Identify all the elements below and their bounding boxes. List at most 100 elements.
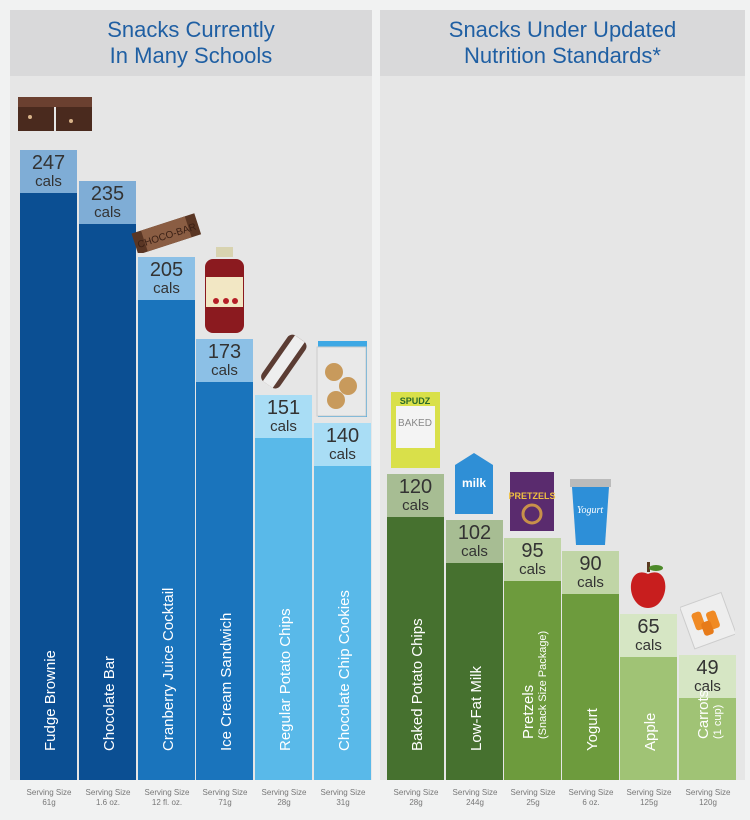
calorie-value: 140 [325, 425, 360, 447]
serving-size: Serving Size 28g [255, 788, 313, 808]
bar-low-fat-milk: 102 cals Low-Fat Milk [446, 519, 503, 780]
bar-cranberry-juice-cocktail: 205 cals Cranberry Juice Cocktail [138, 257, 195, 780]
serving-size: Serving Size 12 fl. oz. [138, 788, 196, 808]
juice-bottle-icon [202, 245, 247, 340]
title-line: Nutrition Standards* [464, 43, 661, 68]
category-label: Low-Fat Milk [468, 666, 485, 751]
serving-prefix: Serving Size [85, 788, 131, 797]
calorie-unit: cals [519, 560, 546, 578]
calorie-unit: cals [270, 417, 297, 435]
serving-size: Serving Size 125g [620, 788, 678, 808]
calorie-value: 205 [149, 259, 184, 282]
serving-prefix: Serving Size [568, 788, 614, 797]
serving-value: 25g [526, 798, 540, 807]
serving-size: Serving Size 28g [387, 788, 445, 808]
category-label: Cranberry Juice Cocktail [160, 588, 177, 751]
category-name: Pretzels [520, 684, 537, 739]
serving-value: 71g [218, 798, 232, 807]
category-name: Baked Potato Chips [409, 618, 426, 751]
svg-text:BAKED: BAKED [398, 418, 432, 429]
calorie-value: 65 [637, 616, 660, 639]
calorie-value: 235 [90, 182, 125, 205]
cookies-bag-icon [314, 344, 369, 424]
bar-ice-cream-sandwich: 173 cals Ice Cream Sandwich [196, 338, 253, 780]
ice-cream-sandwich-icon [258, 331, 308, 396]
bar-pretzels: 95 cals Pretzels (Snack Size Package) [504, 537, 561, 780]
bar-apple: 65 cals Apple [620, 614, 677, 780]
calorie-unit: cals [402, 497, 429, 514]
serving-size: Serving Size 6 oz. [562, 788, 620, 808]
data-label: 235 cals [79, 180, 136, 224]
data-label: 49 cals [679, 655, 736, 699]
data-label: 90 cals [562, 550, 619, 594]
calorie-value: 90 [579, 552, 602, 575]
serving-prefix: Serving Size [320, 788, 366, 797]
category-label: Chocolate Chip Cookies [336, 590, 353, 751]
serving-size: Serving Size 61g [20, 788, 78, 808]
svg-text:Yogurt: Yogurt [576, 505, 603, 516]
category-name: Cranberry Juice Cocktail [160, 587, 177, 751]
baked-chips-bag-icon: SPUDZ BAKED [388, 390, 443, 475]
category-name: Apple [642, 712, 659, 751]
category-name: Fudge Brownie [42, 650, 59, 751]
title-line: Snacks Currently [107, 17, 275, 42]
calorie-unit: cals [694, 678, 721, 696]
serving-value: 12 fl. oz. [151, 798, 183, 807]
serving-value: 61g [42, 798, 56, 807]
serving-size: Serving Size 244g [446, 788, 504, 808]
serving-prefix: Serving Size [26, 788, 72, 797]
bar-carrots: 49 cals Carrots (1 cup) [679, 655, 736, 780]
serving-value: 6 oz. [582, 798, 600, 807]
serving-size: Serving Size 71g [196, 788, 254, 808]
serving-prefix: Serving Size [202, 788, 248, 797]
data-label: 173 cals [196, 338, 253, 382]
svg-text:milk: milk [462, 476, 486, 490]
category-label: Regular Potato Chips [277, 608, 294, 751]
calorie-unit: cals [35, 173, 62, 191]
bar-chocolate-chip-cookies: 140 cals Chocolate Chip Cookies [314, 423, 371, 780]
serving-value: 125g [640, 798, 658, 807]
data-label: 65 cals [620, 614, 677, 658]
category-label: Chocolate Bar [101, 656, 118, 751]
calorie-value: 95 [521, 539, 544, 562]
category-name: Carrots [695, 689, 712, 739]
calorie-value: 102 [457, 521, 492, 544]
brownie-icon [16, 95, 96, 140]
data-label: 247 cals [20, 150, 77, 194]
serving-value: 244g [466, 798, 484, 807]
category-sublabel: (Snack Size Package) [537, 630, 549, 739]
serving-prefix: Serving Size [144, 788, 190, 797]
calorie-unit: cals [153, 280, 180, 298]
data-label: 205 cals [138, 257, 195, 301]
serving-prefix: Serving Size [393, 788, 439, 797]
calorie-value: 49 [696, 657, 719, 680]
bar-yogurt: 90 cals Yogurt [562, 550, 619, 780]
apple-icon [626, 560, 671, 615]
pretzels-bag-icon: PRETZELS [507, 469, 557, 539]
serving-size: Serving Size 31g [314, 788, 372, 808]
calorie-unit: cals [94, 203, 121, 221]
calorie-unit: cals [635, 637, 662, 655]
calorie-unit: cals [577, 573, 604, 591]
category-name: Regular Potato Chips [277, 608, 294, 751]
calorie-value: 247 [31, 152, 66, 175]
data-label: 95 cals [504, 537, 561, 581]
category-label: Yogurt [584, 708, 601, 751]
category-label: Baked Potato Chips [409, 618, 426, 751]
milk-carton-icon: milk [449, 451, 499, 521]
serving-size: Serving Size 25g [504, 788, 562, 808]
serving-prefix: Serving Size [685, 788, 731, 797]
category-name: Chocolate Bar [101, 655, 118, 751]
bar-baked-potato-chips: 120 cals Baked Potato Chips [387, 474, 444, 780]
serving-size: Serving Size 120g [679, 788, 737, 808]
category-name: Chocolate Chip Cookies [336, 590, 353, 751]
data-label: 140 cals [314, 423, 371, 466]
category-label: Fudge Brownie [42, 650, 59, 751]
calorie-unit: cals [461, 542, 488, 560]
serving-prefix: Serving Size [626, 788, 672, 797]
category-sublabel: (1 cup) [712, 704, 724, 739]
carrots-bag-icon [678, 591, 737, 656]
yogurt-cup-icon: Yogurt [568, 477, 613, 552]
bar-fudge-brownie: 247 cals Fudge Brownie [20, 150, 77, 780]
serving-prefix: Serving Size [261, 788, 307, 797]
